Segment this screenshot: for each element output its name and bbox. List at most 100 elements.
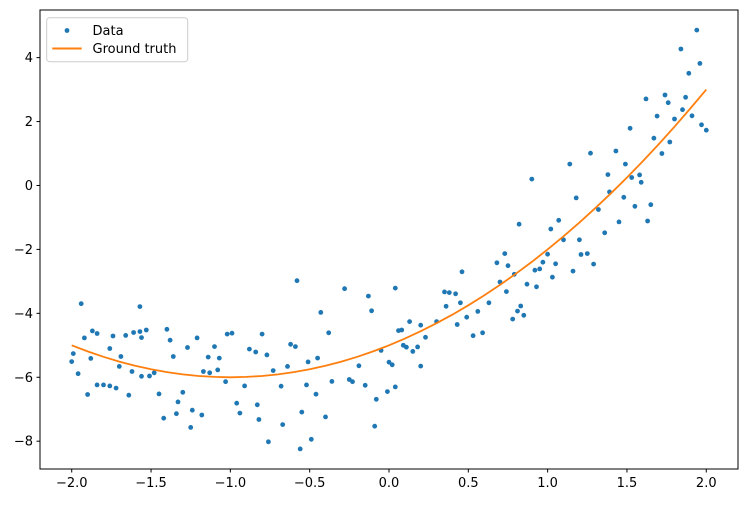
data-point [285,364,290,369]
data-point [266,439,271,445]
data-point [464,314,470,320]
data-point [294,278,300,284]
data-point [85,392,90,397]
y-axis-ticks: −8 −6 −4 −2 0 2 4 [14,51,40,450]
y-tick-label: −6 [14,371,33,386]
data-point [129,369,135,374]
data-point [254,402,260,408]
data-point [638,179,644,185]
data-point [662,92,668,98]
data-point [372,423,378,429]
data-point [504,289,509,294]
data-point [137,304,143,309]
x-axis-ticks: −2.0 −1.5 −1.0 −0.5 0.0 0.5 1.0 1.5 2.0 [56,469,717,491]
data-point [529,176,535,182]
data-point [643,96,649,102]
data-point [621,194,627,200]
data-point [561,237,566,243]
ground-truth-line [71,89,707,379]
data-point [161,415,167,421]
data-point [627,125,633,131]
data-point [188,425,194,430]
data-point [318,310,324,315]
data-point [689,113,695,119]
data-point [550,274,555,280]
data-point [313,391,319,397]
data-point [645,218,650,224]
data-point [404,344,409,350]
x-tick-label: 1.0 [537,476,558,491]
data-point [342,286,347,292]
data-point [502,251,508,256]
data-point [459,269,465,275]
data-point [304,382,309,388]
data-point [659,151,665,156]
data-point [648,202,654,208]
data-point [199,412,205,418]
data-point [247,346,252,352]
data-point [216,355,222,361]
y-tick-label: −4 [14,307,33,322]
data-point [253,349,259,355]
data-point [532,267,538,273]
data-point [548,226,554,232]
data-point [151,370,157,376]
data-point [494,260,500,266]
data-point [623,161,628,167]
data-point [680,107,685,113]
data-point [259,331,265,337]
data-point [505,263,511,269]
data-point [156,391,162,397]
data-point [632,203,638,209]
data-point [215,367,221,373]
data-point [126,392,132,398]
y-tick-label: −8 [14,435,33,450]
data-point [113,385,119,391]
data-point [480,330,485,336]
data-point [667,139,673,145]
data-point [139,335,144,340]
data-point [224,331,230,337]
data-point [665,100,671,106]
data-point [602,230,608,236]
data-point [699,122,704,128]
x-tick-label: −1.0 [215,476,247,491]
data-point [234,400,240,406]
data-point [174,411,179,417]
data-point [415,344,420,350]
data-point [107,383,113,389]
data-point [703,127,709,133]
data-point [570,268,576,274]
data-point [686,70,692,76]
plot-frame [39,9,739,470]
data-point [366,293,371,299]
data-point [475,309,481,314]
legend-label-data: Data [93,24,124,39]
data-point [147,373,152,379]
data-point [207,370,213,376]
data-point [242,383,248,389]
data-point [694,27,700,33]
data-point [577,237,582,243]
data-point [423,334,428,340]
x-tick-label: 0.0 [379,476,400,491]
data-point [567,161,573,167]
data-point [373,396,379,402]
data-point [90,328,95,334]
data-point [537,266,543,272]
data-point [362,382,368,388]
data-point [443,303,449,309]
y-tick-label: 4 [25,51,33,66]
scatter-series-data [69,27,709,452]
data-point [521,312,527,318]
data-point [578,252,584,257]
data-point [69,359,75,364]
data-point [446,290,452,295]
data-point [386,359,392,365]
data-point [123,333,129,338]
data-point [116,364,122,369]
data-point [293,344,298,349]
data-point [410,349,416,354]
x-tick-label: 2.0 [696,476,717,491]
